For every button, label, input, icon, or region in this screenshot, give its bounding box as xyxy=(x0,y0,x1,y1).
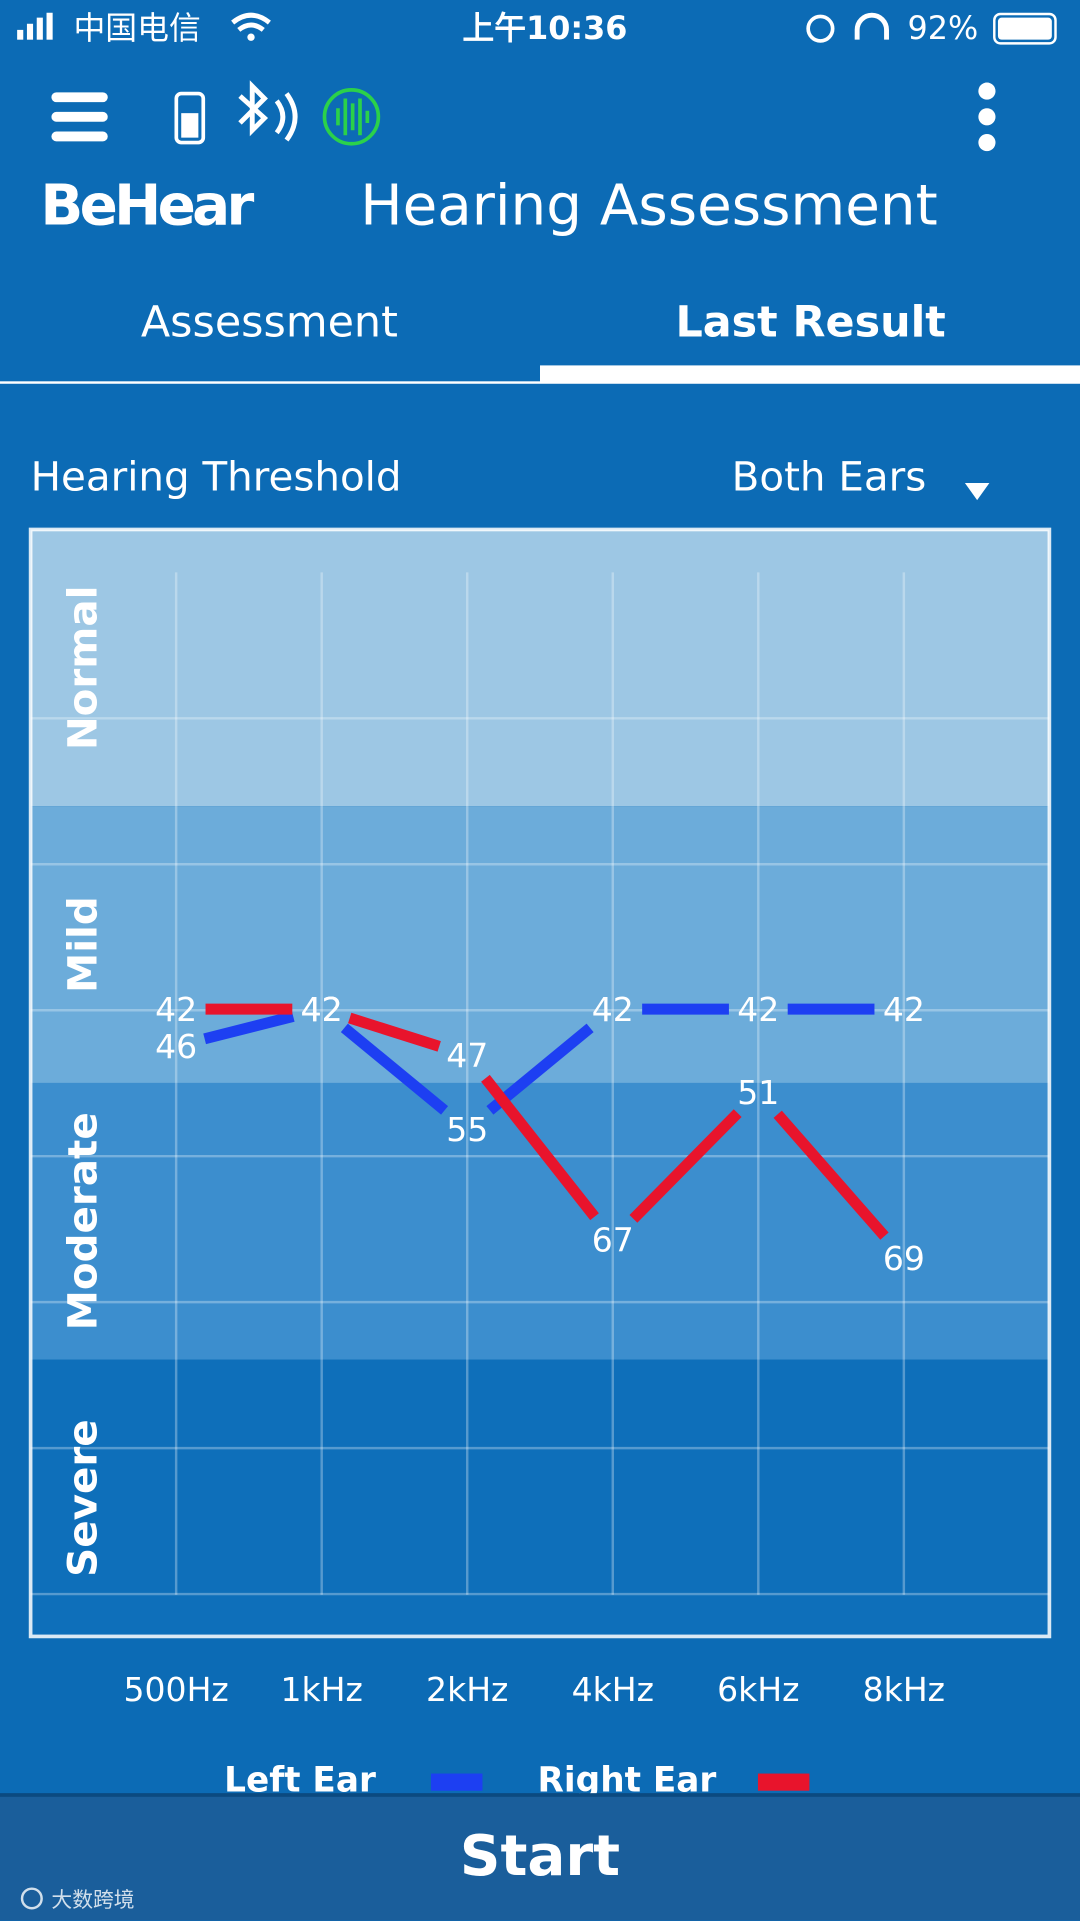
clock: 上午10:36 xyxy=(462,9,627,47)
value-label: 51 xyxy=(737,1073,779,1112)
band xyxy=(30,806,1050,1083)
toolbar: BeHear Hearing Assessment xyxy=(40,80,996,238)
section-title: Hearing Threshold xyxy=(31,452,402,500)
wifi-icon xyxy=(247,33,255,41)
more-button[interactable] xyxy=(978,82,996,152)
signal xyxy=(17,29,24,40)
value-label: 42 xyxy=(592,990,634,1029)
value-label: 42 xyxy=(883,990,925,1029)
line-segment xyxy=(348,1012,441,1052)
legend-swatch xyxy=(757,1773,810,1791)
signal xyxy=(26,23,34,40)
audio-icon xyxy=(336,98,370,136)
dropdown-arrow[interactable] xyxy=(964,482,990,501)
plot-border xyxy=(28,527,1052,1639)
menu-bar xyxy=(51,92,108,103)
ear-selector[interactable]: Both Ears xyxy=(732,452,927,500)
line-segment xyxy=(629,1109,742,1223)
bluetooth-icon xyxy=(274,92,298,142)
battery-icon xyxy=(997,17,1052,40)
band-label: Mild xyxy=(59,896,107,993)
battery-icon xyxy=(993,12,1057,45)
value-label: 47 xyxy=(446,1036,488,1075)
x-tick-label: 2kHz xyxy=(426,1670,508,1709)
tab-indicator xyxy=(540,365,1080,384)
watermark-logo xyxy=(20,1887,43,1910)
value-label: 55 xyxy=(446,1110,488,1149)
page-title: Hearing Assessment xyxy=(360,173,937,238)
line-segment xyxy=(773,1110,889,1240)
tab-divider xyxy=(0,381,540,384)
more-dot xyxy=(978,133,996,152)
bluetooth-icon xyxy=(238,80,269,137)
start-bar xyxy=(0,1795,1080,1921)
tabs: Assessment Last Result xyxy=(0,297,1080,384)
lock-icon xyxy=(806,14,835,43)
more-dot xyxy=(978,108,996,126)
band-label: Normal xyxy=(59,586,107,751)
band xyxy=(30,529,1050,807)
line-segment xyxy=(340,1023,449,1115)
wifi-icon xyxy=(231,12,271,32)
carrier: 中国电信 xyxy=(73,9,200,47)
device-battery-icon xyxy=(181,113,199,138)
band-label: Moderate xyxy=(59,1112,107,1330)
menu-bar xyxy=(51,131,108,142)
value-label: 42 xyxy=(301,990,343,1029)
value-label: 42 xyxy=(155,990,197,1029)
signal xyxy=(46,12,53,40)
value-label: 42 xyxy=(301,990,343,1029)
band xyxy=(30,1359,1050,1637)
audio-icon xyxy=(322,88,381,146)
value-label: 46 xyxy=(155,1027,197,1066)
value-label: 69 xyxy=(883,1239,925,1278)
x-tick-label: 6kHz xyxy=(717,1670,799,1709)
legend-swatch xyxy=(431,1773,483,1791)
battery-level: 92% xyxy=(907,9,978,47)
x-tick-label: 8kHz xyxy=(863,1670,945,1709)
chart: Normal Mild Moderate Severe 500Hz 1kHz 2kHz 4kH… xyxy=(28,527,1052,1801)
tab-active[interactable]: Last Result xyxy=(675,297,945,347)
device-battery-icon xyxy=(174,91,206,145)
more-dot xyxy=(978,82,996,100)
menu-button[interactable] xyxy=(51,92,108,142)
watermark: 大数跨境 xyxy=(51,1888,134,1912)
line-segment xyxy=(481,1074,599,1221)
line-segment xyxy=(203,1011,295,1045)
band xyxy=(30,1082,1050,1360)
value-label: 42 xyxy=(737,990,779,1029)
status-bar: 中国电信 上午10:36 92% xyxy=(17,9,1057,47)
logo: BeHear xyxy=(40,173,254,238)
headphone-icon xyxy=(854,12,889,40)
bottom-bar: Start 大数跨境 xyxy=(0,1793,1080,1921)
x-tick-label: 4kHz xyxy=(572,1670,654,1709)
value-label: 67 xyxy=(592,1221,634,1260)
x-tick-label: 1kHz xyxy=(281,1670,363,1709)
menu-bar xyxy=(51,111,108,122)
start-bar-border xyxy=(0,1793,1080,1797)
x-tick-label: 500Hz xyxy=(124,1670,229,1709)
tab[interactable]: Assessment xyxy=(141,297,398,347)
band-label: Severe xyxy=(59,1419,107,1577)
signal xyxy=(36,17,43,40)
start-button[interactable]: Start xyxy=(460,1824,620,1889)
